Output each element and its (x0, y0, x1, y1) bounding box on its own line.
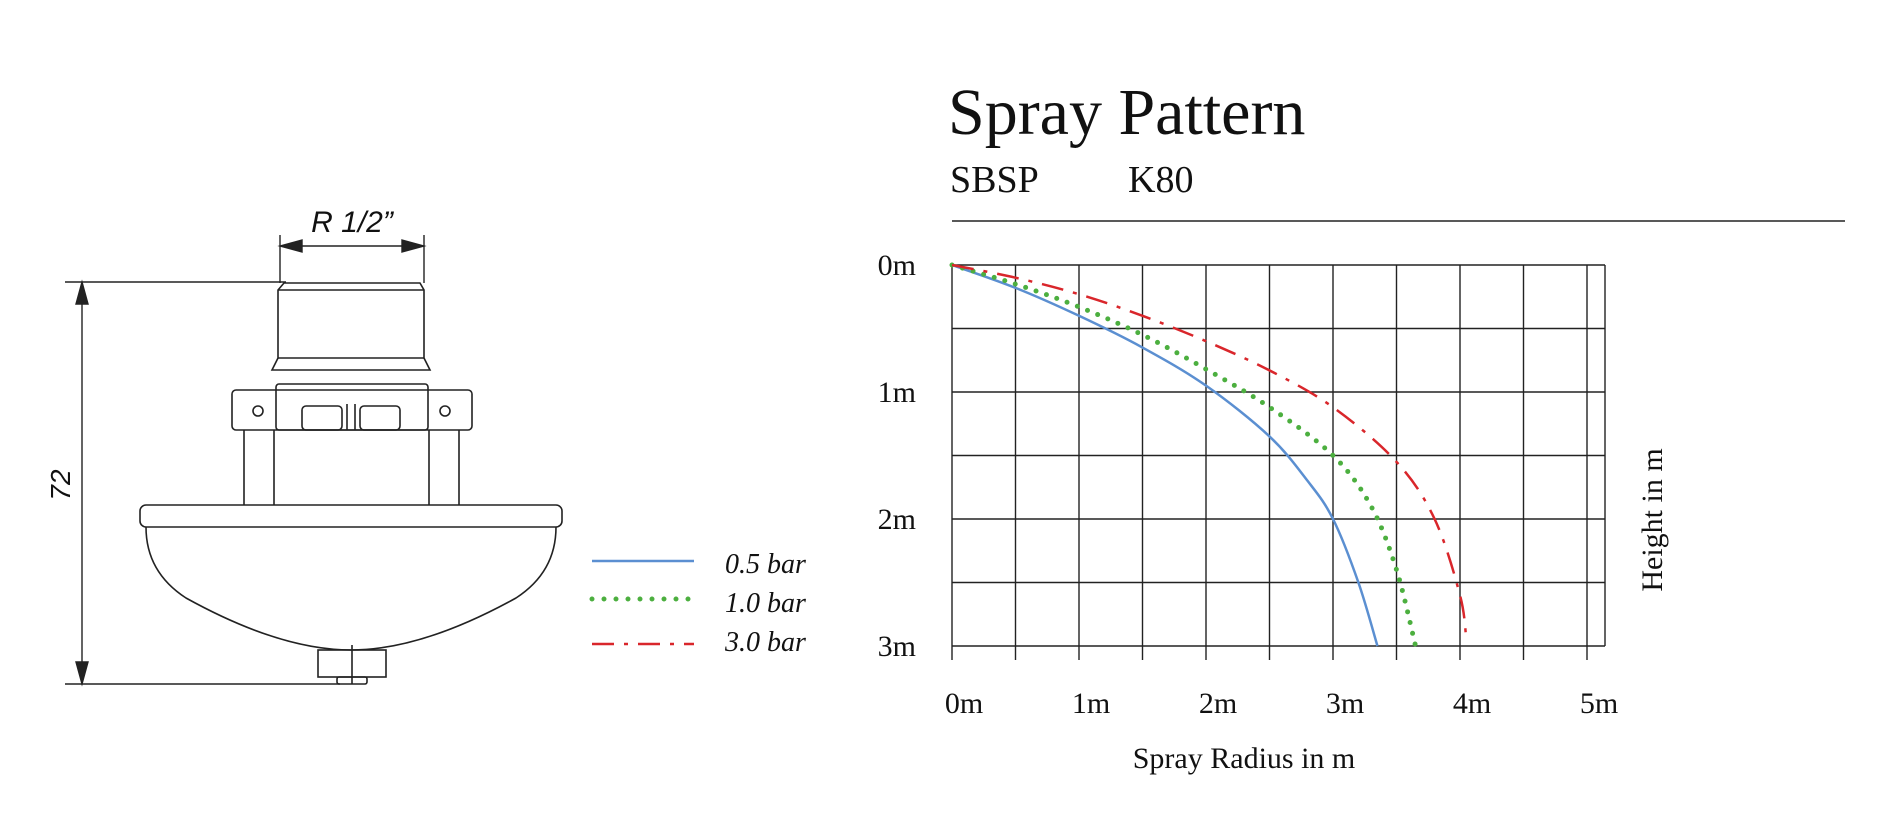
nozzle-slot (359, 405, 401, 431)
plot-series (949, 262, 1468, 649)
nozzle-slot (301, 405, 343, 431)
y-tick-label: 3m (878, 630, 916, 663)
x-tick-label: 4m (1453, 687, 1491, 720)
dimension-lines (65, 235, 427, 687)
thread-size-label: R 1/2” (311, 206, 395, 239)
x-tick-label: 3m (1326, 687, 1364, 720)
deflector-dome (145, 526, 557, 651)
x-axis-label: Spray Radius in m (1133, 742, 1356, 775)
nozzle-thread-body (270, 282, 432, 371)
legend-label: 0.5 bar (725, 549, 806, 580)
nozzle-flange (231, 389, 473, 431)
series-line-0-5-bar (951, 263, 1379, 647)
y-tick-label: 1m (878, 376, 916, 409)
dimension-arrow (75, 279, 89, 305)
nozzle-flange-inner (275, 383, 429, 431)
plot-ticks: 0m 1m 2m 3m 4m 5m 0m 1m 2m 3m (878, 249, 1619, 720)
deflector-plate (139, 504, 563, 528)
x-tick-label: 2m (1199, 687, 1237, 720)
chart-title: Spray Pattern (948, 76, 1305, 149)
dimension-arrow (277, 239, 303, 253)
model-label: SBSP (950, 159, 1039, 201)
nozzle-drawing (139, 282, 563, 685)
flange-hole-left (252, 405, 264, 417)
legend-label: 1.0 bar (725, 588, 806, 619)
x-tick-label: 5m (1580, 687, 1618, 720)
series-line-3-0-bar (951, 263, 1468, 640)
x-tick-label: 1m (1072, 687, 1110, 720)
y-tick-label: 0m (878, 249, 916, 282)
y-tick-label: 2m (878, 503, 916, 536)
dimension-arrow (401, 239, 427, 253)
x-tick-label: 0m (945, 687, 983, 720)
legend: 0.5 bar 1.0 bar 3.0 bar (589, 549, 806, 658)
dimension-arrow (75, 661, 89, 687)
k-factor-label: K80 (1128, 159, 1193, 201)
flange-hole-right (439, 405, 451, 417)
legend-label: 3.0 bar (724, 627, 806, 658)
height-dimension-label: 72 (45, 469, 76, 501)
series-line-1-0-bar (949, 262, 1419, 649)
y-axis-label: Height in m (1636, 448, 1669, 591)
plot-grid (951, 264, 1606, 660)
